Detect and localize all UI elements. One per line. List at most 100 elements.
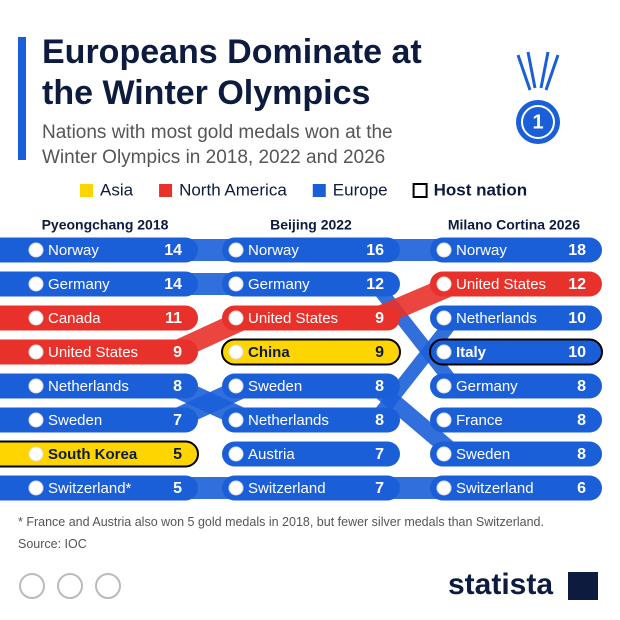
country-name: Sweden [456,446,510,463]
value-label: 12 [366,276,384,293]
pill [430,441,602,467]
country-name: Norway [456,242,507,259]
pill [0,339,198,365]
flag [28,276,44,292]
pill [430,407,602,433]
country-name: United States [48,344,138,361]
column-header: Milano Cortina 2026 [448,217,580,233]
value-label: 6 [577,480,586,497]
value-label: 7 [173,412,182,429]
legend-swatch [312,184,326,197]
country-name: Netherlands [456,310,537,327]
value-label: 16 [366,242,384,259]
legend-swatch [412,183,428,198]
legend-swatch [80,184,93,197]
pill [221,338,401,366]
flag [436,480,452,496]
column-header: Beijing 2022 [270,217,352,233]
value-label: 8 [577,446,586,463]
country-name: Netherlands [248,412,329,429]
country-name: Norway [248,242,299,259]
country-name: United States [456,276,546,293]
legend-swatch [159,184,173,197]
pill [430,237,602,263]
flag [436,446,452,462]
flag [228,242,244,258]
flag [228,276,244,292]
pill [430,475,602,501]
value-label: 12 [568,276,586,293]
country-name: Norway [48,242,99,259]
value-label: 7 [375,480,384,497]
flag [28,310,44,326]
country-name: Canada [48,310,101,327]
value-label: 8 [577,378,586,395]
country-name: Germany [48,276,110,293]
pill [430,305,602,331]
cc-icons [19,573,121,599]
value-label: 9 [375,344,384,361]
flag [28,378,44,394]
flag [436,242,452,258]
legend-label: North America [179,180,287,199]
value-label: 7 [375,446,384,463]
country-name: South Korea [48,446,138,463]
flag [28,412,44,428]
flag [436,412,452,428]
country-name: Netherlands [48,378,129,395]
value-label: 11 [165,310,182,327]
pill [222,441,400,467]
pill [0,237,198,263]
value-label: 8 [577,412,586,429]
title: Europeans Dominate at the Winter Olympic… [42,33,422,112]
pill [0,271,198,297]
flag [28,446,44,462]
flag [228,344,244,360]
pill [0,407,198,433]
country-name: Germany [248,276,310,293]
country-name: France [456,412,503,429]
value-label: 5 [173,480,182,497]
medal-icon: 1 [516,51,560,144]
brand-logo [568,572,598,600]
country-name: Sweden [248,378,302,395]
country-name: Austria [248,446,295,463]
country-name: Italy [456,344,487,361]
pill [222,407,400,433]
subtitle: Nations with most gold medals won at the… [42,122,393,168]
pill [222,271,400,297]
country-name: Switzerland [456,480,534,497]
source: Source: IOC [18,537,87,551]
value-label: 9 [173,344,182,361]
link [375,307,455,431]
legend-label: Host nation [434,180,528,199]
flag [436,310,452,326]
flag [28,480,44,496]
value-label: 8 [375,378,384,395]
value-label: 10 [568,344,586,361]
flag [436,344,452,360]
footnote: * France and Austria also won 5 gold med… [18,515,544,529]
pill [0,440,199,468]
pill [222,305,400,331]
flag [228,378,244,394]
flag [228,412,244,428]
legend-label: Asia [100,180,134,199]
svg-text:1: 1 [532,111,543,133]
value-label: 10 [568,310,586,327]
country-name: Switzerland* [48,480,132,497]
flag [228,310,244,326]
country-name: Germany [456,378,518,395]
country-name: United States [248,310,338,327]
flag [28,242,44,258]
pill [222,475,400,501]
country-name: Sweden [48,412,102,429]
legend-label: Europe [333,180,388,199]
flag [436,378,452,394]
value-label: 5 [173,446,182,463]
value-label: 14 [164,242,182,259]
pill [222,373,400,399]
pill [429,338,603,366]
accent-bar [18,37,26,160]
